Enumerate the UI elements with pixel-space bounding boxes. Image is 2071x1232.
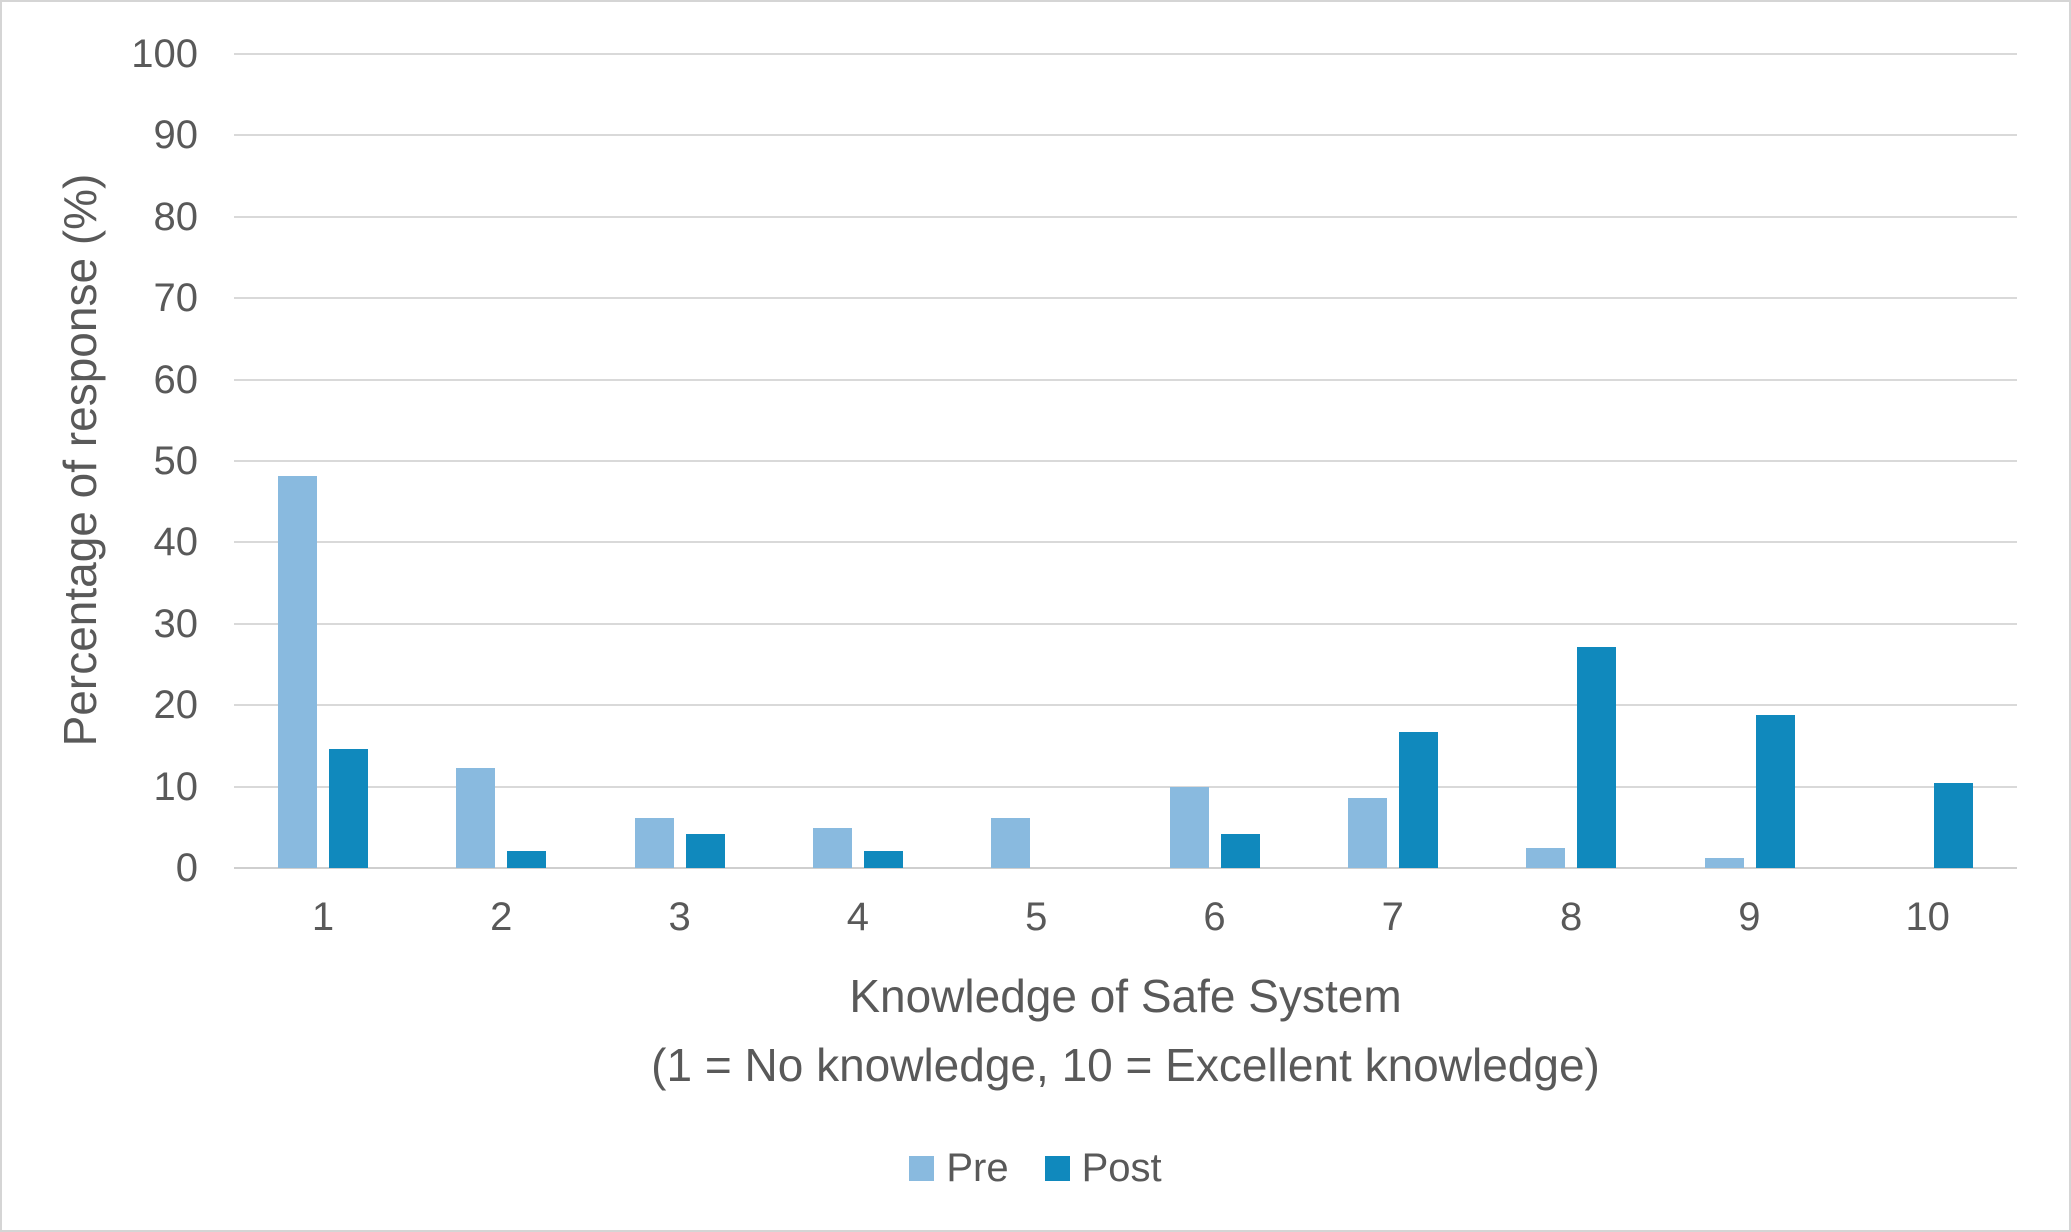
- bar-pre-5: [991, 817, 1031, 868]
- bar-pre-2: [456, 767, 496, 868]
- x-axis-title: Knowledge of Safe System (1 = No knowled…: [234, 962, 2017, 1100]
- x-tick-label: 2: [490, 895, 513, 939]
- gridline: [234, 215, 2017, 218]
- x-tick-label: 9: [1738, 895, 1761, 939]
- x-tick-label: 5: [1025, 895, 1048, 939]
- x-tick-label: 6: [1203, 895, 1226, 939]
- bar-post-10: [1933, 783, 1973, 868]
- bar-pre-1: [278, 476, 318, 868]
- y-tick-label: 100: [131, 32, 198, 76]
- y-tick-label: 90: [153, 113, 199, 158]
- y-tick-label: 80: [153, 194, 199, 239]
- bar-post-6: [1220, 833, 1260, 868]
- plot-area: [234, 53, 2017, 869]
- x-axis-title-line1: Knowledge of Safe System: [849, 970, 1402, 1022]
- y-tick-label: 70: [153, 276, 199, 321]
- bar-post-2: [507, 850, 547, 868]
- bar-post-9: [1755, 714, 1795, 868]
- gridline: [234, 541, 2017, 544]
- bar-pre-4: [813, 828, 853, 868]
- bar-pre-7: [1347, 798, 1387, 868]
- x-tick-label: 1: [311, 895, 335, 939]
- legend-label-pre: Pre: [946, 1146, 1009, 1190]
- legend-swatch-post: [1044, 1156, 1070, 1181]
- y-tick-label: 10: [153, 764, 199, 809]
- gridline: [234, 785, 2017, 788]
- legend-label-post: Post: [1081, 1146, 1162, 1190]
- gridline: [234, 622, 2017, 625]
- y-tick-label: 60: [153, 357, 199, 402]
- x-tick-label: 4: [846, 895, 870, 939]
- bar-post-7: [1398, 732, 1438, 868]
- y-tick-label: 50: [153, 439, 199, 483]
- x-tick-label: 3: [668, 895, 691, 939]
- gridline: [234, 134, 2017, 137]
- bar-post-3: [685, 833, 725, 868]
- x-tick-label: 8: [1559, 895, 1583, 939]
- gridline: [234, 704, 2017, 707]
- bar-pre-6: [1169, 787, 1209, 868]
- legend-item-post: Post: [1044, 1146, 1162, 1191]
- bar-pre-9: [1704, 858, 1744, 868]
- y-tick-label: 0: [175, 846, 198, 890]
- gridline: [234, 378, 2017, 381]
- y-tick-label: 30: [153, 601, 199, 646]
- y-tick-label: 40: [153, 520, 199, 565]
- x-tick-label: 10: [1905, 895, 1950, 939]
- x-axis-title-line2: (1 = No knowledge, 10 = Excellent knowle…: [651, 1039, 1600, 1091]
- bar-pre-8: [1526, 847, 1566, 868]
- bar-post-4: [864, 850, 904, 868]
- x-axis-line: [234, 867, 2017, 869]
- y-tick-label: 20: [153, 683, 199, 728]
- x-tick-label: 7: [1381, 895, 1404, 939]
- legend-item-pre: Pre: [909, 1146, 1009, 1191]
- legend-swatch-pre: [909, 1156, 935, 1181]
- bar-post-8: [1577, 647, 1617, 868]
- bar-post-1: [329, 749, 369, 868]
- bar-pre-3: [634, 817, 674, 868]
- gridline: [234, 53, 2017, 55]
- gridline: [234, 460, 2017, 462]
- gridline: [234, 297, 2017, 300]
- legend: Pre Post: [2, 1146, 2069, 1191]
